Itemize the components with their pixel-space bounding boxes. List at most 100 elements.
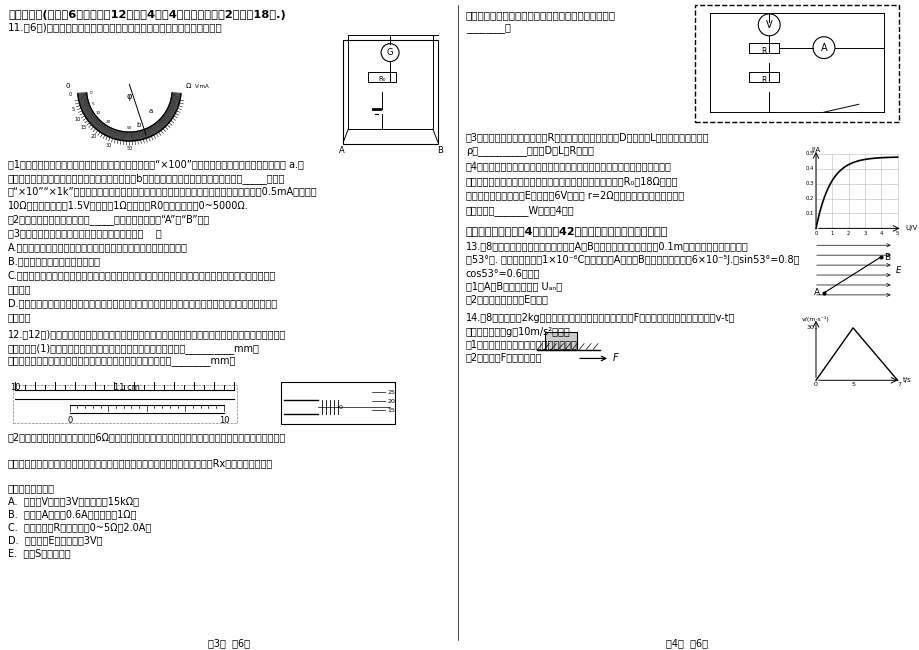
Text: 20: 20 [387,398,394,404]
Text: 10: 10 [74,116,81,122]
Text: 0: 0 [67,416,73,425]
Text: 0.2: 0.2 [805,196,813,201]
Text: 7: 7 [897,382,901,387]
Text: A: A [813,289,819,298]
Text: D.  直流电源E（电动势为3V）: D. 直流电源E（电动势为3V） [8,535,102,545]
Text: （2）匀强电场的场强E大小。: （2）匀强电场的场强E大小。 [465,294,548,304]
Text: A: A [820,43,826,53]
Text: b: b [137,122,141,128]
Text: 30: 30 [106,143,112,148]
Bar [13,385,236,423]
Text: G: G [386,48,393,57]
Text: 0.3: 0.3 [805,181,813,186]
Text: 第4页  兲6页: 第4页 兲6页 [665,638,707,649]
Text: B: B [437,146,442,155]
Text: 2: 2 [846,231,849,237]
Text: （3）对照甲乙两图，关于欧姆表下列说法正确是（    ）: （3）对照甲乙两图，关于欧姆表下列说法正确是（ ） [8,228,162,239]
Text: 10: 10 [219,416,229,425]
Circle shape [757,14,779,36]
Text: ρ＝__________。（用D、L、R表示）: ρ＝__________。（用D、L、R表示） [465,145,593,156]
Text: U/V: U/V [904,226,917,231]
Text: 的实验器材如下：: 的实验器材如下： [8,484,55,493]
Text: 测电阻两端的电压调节范围尽量大，滑动变阻器采用分压式接法。除待测圆柱体Rx外，实验室还备有: 测电阻两端的电压调节范围尽量大，滑动变阻器采用分压式接法。除待测圆柱体Rx外，实… [8,458,273,468]
Text: φ: φ [127,92,132,101]
Text: a: a [149,108,153,114]
Text: V·mA: V·mA [195,84,210,89]
Text: 0: 0 [813,382,817,387]
Text: 0.5: 0.5 [805,151,813,157]
Bar [343,40,437,144]
Text: 0: 0 [338,404,342,410]
Text: 10Ω；电池电动势为1.5V、内阻为1Ω；变阻器R0的阻値范围为0~5000Ω.: 10Ω；电池电动势为1.5V、内阻为1Ω；变阻器R0的阻値范围为0~5000Ω. [8,201,248,211]
Text: D.若该欧姆表使用一段时间后，电池电动势变小、内阻变大，但仍能欧姆调零，其测量结果与原结果相: D.若该欧姆表使用一段时间后，电池电动势变小、内阻变大，但仍能欧姆调零，其测量结… [8,298,277,308]
Bar [280,382,394,424]
Text: 50: 50 [127,126,131,130]
Text: 10: 10 [10,384,20,392]
Text: 3: 3 [862,231,866,237]
Text: 请设计合理的实验电路，并将虚线框中电路图补充完整: 请设计合理的实验电路，并将虚线框中电路图补充完整 [465,10,615,20]
Text: 填“×10”“×1k”）；图乙是某多用电表欧姆挡内部电路示意图，其中，电流表满偏电流为0.5mA、内阻为: 填“×10”“×1k”）；图乙是某多用电表欧姆挡内部电路示意图，其中，电流表满偏… [8,187,317,197]
Text: 4: 4 [879,231,882,237]
Circle shape [812,37,834,58]
Text: 5: 5 [72,107,74,112]
Text: 1: 1 [830,231,834,237]
Text: 5: 5 [850,382,854,387]
Text: 伏安特性曲线（如图所示）。如果把两个这样的圆柱体电阻和R₀＝18Ω的定値: 伏安特性曲线（如图所示）。如果把两个这样的圆柱体电阻和R₀＝18Ω的定値 [465,176,677,186]
Text: 25: 25 [387,390,394,395]
Text: B: B [882,253,889,262]
Bar [545,332,576,350]
Text: 11 cm: 11 cm [114,384,141,392]
Text: 12.（12分)电阵率是用来表示各种材料导电性能的物理量。某同学在实验室测量一新材料制成的圆柱体: 12.（12分)电阵率是用来表示各种材料导电性能的物理量。某同学在实验室测量一新… [8,330,286,340]
Text: R: R [761,77,766,85]
Text: 15: 15 [387,408,394,413]
Text: V: V [766,20,772,30]
Text: 三、计算题（本题兲4小题，内42分，需要有规范的解题过程。）: 三、计算题（本题兲4小题，内42分，需要有规范的解题过程。） [465,226,667,237]
Text: B.欧姆表测电阵前要进行欧姆调零: B.欧姆表测电阵前要进行欧姆调零 [8,256,100,266]
Text: F: F [612,354,618,363]
Text: 14.（8分）质量为2kg的物体置于水平地面上，受到水平功F作用一段时间后撤去，运动的v-t图: 14.（8分）质量为2kg的物体置于水平地面上，受到水平功F作用一段时间后撤去，… [465,313,734,323]
Text: （1）A、B两点的电势差 Uₐₙ；: （1）A、B两点的电势差 Uₐₙ； [465,281,562,291]
Text: A.欧姆表的表盘刻度不均匀，刻度左边稀疏，可以准确测出电阵阻値: A.欧姆表的表盘刻度不均匀，刻度左边稀疏，可以准确测出电阵阻値 [8,242,187,252]
Text: 像如图所示。（g取10m/s²）求：: 像如图所示。（g取10m/s²）求： [465,327,570,337]
Text: A.  电压表V（量程3V，内阻约为15kΩ）: A. 电压表V（量程3V，内阻约为15kΩ） [8,497,139,506]
Text: 0: 0 [89,91,92,95]
Text: t/s: t/s [902,377,911,384]
Text: （2）该欧姆表的两只表笔中，_____是黑表笔，（选填“A”或“B”）；: （2）该欧姆表的两只表笔中，_____是黑表笔，（选填“A”或“B”）； [8,214,210,226]
Text: 5: 5 [895,231,898,237]
Text: Ω: Ω [186,83,191,90]
Circle shape [380,44,399,62]
Bar [368,73,395,83]
Text: （3）实验测出圆柱体的电阻为R，圆柱体横截面的直径为D，长度为L，则圆柱体电阻率为: （3）实验测出圆柱体的电阻为R，圆柱体横截面的直径为D，长度为L，则圆柱体电阻率… [465,132,709,142]
Text: 5: 5 [92,102,95,106]
Text: C.  滑动变阻器R（阻値范围0~5Ω，2.0A）: C. 滑动变阻器R（阻値范围0~5Ω，2.0A） [8,522,151,532]
Text: （2）用多用电表粗测其电阻约为6Ω。为了减小实验误差，需进一步用伏安法测量圆柱体的电阻，要求待: （2）用多用电表粗测其电阻约为6Ω。为了减小实验误差，需进一步用伏安法测量圆柱体… [8,432,286,442]
Text: cos53°=0.6）求：: cos53°=0.6）求： [465,268,539,278]
Bar [748,43,778,53]
Text: 11.（6分)指针式多用电表是实验室中常用的测量仪器，请回答下列问题：: 11.（6分)指针式多用电表是实验室中常用的测量仪器，请回答下列问题： [8,22,222,32]
Text: 20: 20 [90,135,96,140]
Text: 20: 20 [106,120,110,124]
Text: C.若该欧姆表使用一段时间后，电池电动势不变、内阻变大，但仍能欧姆调零，其测量结果与原结果相: C.若该欧姆表使用一段时间后，电池电动势不变、内阻变大，但仍能欧姆调零，其测量结… [8,270,276,280]
Text: 成53°角. 将一个电荷量为1×10⁻⁶C的正电荷由A点移到B点，电场力做功为6×10⁻⁵J.（sin53°=0.8，: 成53°角. 将一个电荷量为1×10⁻⁶C的正电荷由A点移到B点，电场力做功为6… [465,255,799,265]
Text: 30: 30 [805,326,813,330]
Text: B.  电流表A（量程0.6A，内阻约为1Ω）: B. 电流表A（量程0.6A，内阻约为1Ω） [8,510,136,519]
Text: 0.1: 0.1 [805,211,813,216]
Text: （4）若该圆柱体为金属电阻，某同学通过实验得到的数据画出了圆柱体电阻的: （4）若该圆柱体为金属电阻，某同学通过实验得到的数据画出了圆柱体电阻的 [465,161,671,171]
Text: 第3页  兲6页: 第3页 兲6页 [208,638,250,649]
Text: 用螺旋测微器测量其横截面直径，示数右图所示，可知其直径为________mm；: 用螺旋测微器测量其横截面直径，示数右图所示，可知其直径为________mm； [8,356,236,367]
Text: 0: 0 [813,231,817,237]
Text: v/(m·s⁻¹): v/(m·s⁻¹) [801,316,829,322]
Text: 比较偏大: 比较偏大 [8,312,31,322]
Text: I/A: I/A [811,147,820,153]
Text: 0: 0 [65,83,70,90]
Text: R: R [761,47,766,56]
Bar [748,73,778,83]
Text: （2）水平功F的最大功率。: （2）水平功F的最大功率。 [465,352,541,363]
Text: 50: 50 [126,146,132,151]
Text: E.  开关S，导线若干: E. 开关S，导线若干 [8,548,71,558]
Bar [694,5,898,122]
Text: ________。: ________。 [465,23,510,33]
Text: R₀: R₀ [378,77,385,83]
Text: 13.（8分）如图所示在匀强电场中，有A、B两点，它们之间的距离为0.1m，两点的连线与场强方向: 13.（8分）如图所示在匀强电场中，有A、B两点，它们之间的距离为0.1m，两点… [465,241,748,252]
Text: E: E [894,266,900,274]
